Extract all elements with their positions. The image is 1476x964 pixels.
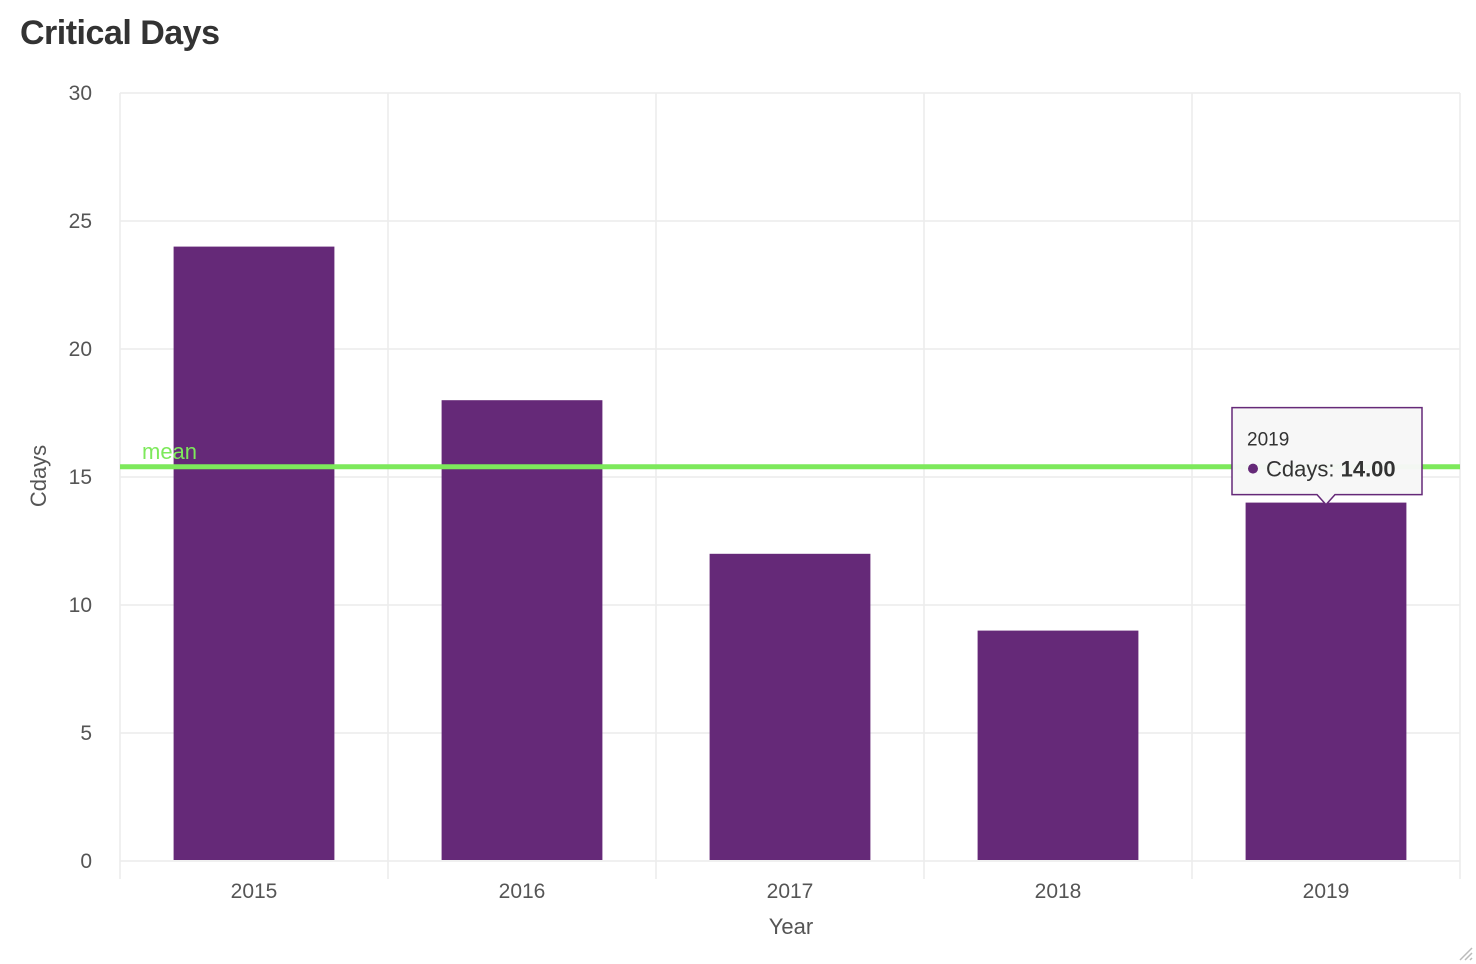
x-tick-label: 2016 — [499, 880, 546, 903]
tooltip-value: 14.00 — [1341, 457, 1396, 482]
bar-2015[interactable] — [173, 246, 335, 861]
resize-handle-icon[interactable] — [1459, 947, 1473, 961]
y-axis-title: Cdays — [26, 445, 51, 507]
y-axis: 0 5 10 15 20 25 30 — [69, 82, 92, 873]
y-tick-label: 20 — [69, 338, 92, 361]
x-tick-label: 2019 — [1303, 880, 1350, 903]
tooltip-box — [1231, 406, 1423, 506]
bar-2018[interactable] — [977, 630, 1139, 860]
tooltip-series-name: Cdays: — [1266, 457, 1341, 482]
x-axis: 2015 2016 2017 2018 2019 — [231, 880, 1350, 903]
y-tick-label: 25 — [69, 210, 92, 233]
y-tick-label: 10 — [69, 594, 92, 617]
x-axis-title: Year — [769, 914, 813, 939]
y-tick-label: 30 — [69, 82, 92, 105]
bar-2016[interactable] — [441, 400, 603, 860]
x-tick-label: 2017 — [767, 880, 814, 903]
y-tick-label: 15 — [69, 466, 92, 489]
tooltip: 2019 Cdays: 14.00 — [1231, 406, 1423, 506]
tooltip-value-line: Cdays: 14.00 — [1266, 457, 1396, 482]
chart-title: Critical Days — [20, 14, 220, 52]
y-tick-label: 5 — [80, 722, 92, 745]
mean-label: mean — [142, 439, 197, 464]
x-tick-label: 2018 — [1035, 880, 1082, 903]
bar-2019[interactable] — [1245, 502, 1407, 860]
bars — [173, 246, 1407, 861]
bar-2017[interactable] — [709, 553, 871, 860]
x-tick-label: 2015 — [231, 880, 278, 903]
y-tick-label: 0 — [80, 850, 92, 873]
tooltip-category: 2019 — [1247, 430, 1289, 451]
tooltip-series-dot — [1248, 463, 1258, 474]
